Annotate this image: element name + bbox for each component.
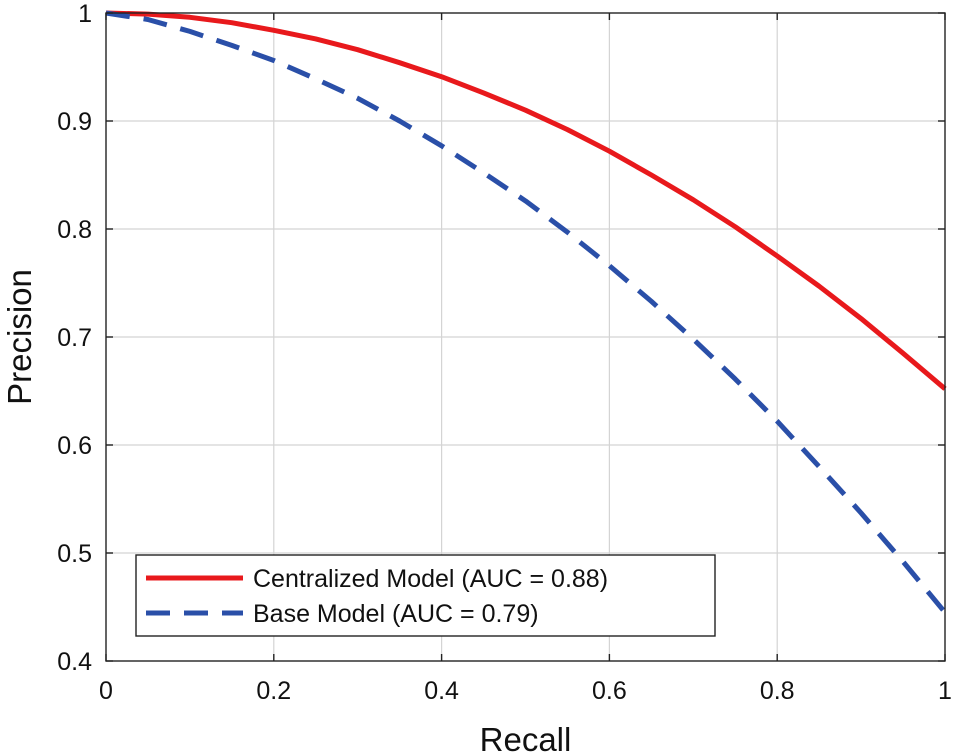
x-tick-label: 0.8 — [760, 677, 795, 705]
y-tick-label: 0.8 — [57, 216, 92, 244]
y-tick-label: 0.6 — [57, 432, 92, 460]
series-layer — [105, 10, 947, 614]
y-tick-label: 0.7 — [57, 324, 92, 352]
legend-label-centralized: Centralized Model (AUC = 0.88) — [253, 565, 608, 593]
y-tick-label: 0.9 — [57, 108, 92, 136]
legend-label-base: Base Model (AUC = 0.79) — [253, 600, 539, 628]
tick-layer: 0 0.2 0.4 0.6 0.8 1 0.4 0.5 0.6 0.7 0.8 0.9 1 — [57, 0, 952, 705]
x-tick-label: 0.6 — [592, 677, 627, 705]
y-axis-label: Precision — [1, 269, 38, 405]
legend-box — [135, 554, 716, 637]
x-tick-label: 0.4 — [424, 677, 459, 705]
x-tick-label: 1 — [938, 677, 952, 705]
series-line-centralized — [105, 10, 947, 391]
x-axis-label: Recall — [480, 721, 572, 755]
y-tick-label: 1 — [78, 0, 92, 28]
legend: Centralized Model (AUC = 0.88) Base Mode… — [135, 554, 716, 637]
x-tick-label: 0.2 — [256, 677, 291, 705]
y-tick-label: 0.4 — [57, 648, 92, 676]
y-tick-label: 0.5 — [57, 540, 92, 568]
x-tick-label: 0 — [99, 677, 113, 705]
series-line-base — [105, 10, 947, 614]
grid-layer — [106, 13, 945, 661]
